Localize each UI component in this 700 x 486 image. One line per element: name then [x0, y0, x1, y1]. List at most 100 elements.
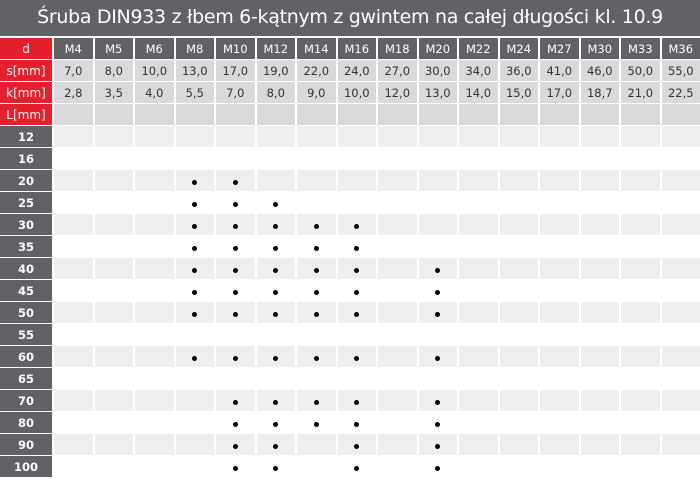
availability-cell	[256, 390, 295, 411]
available-dot-icon	[313, 421, 319, 427]
s-value: 27,0	[378, 60, 417, 81]
available-dot-icon	[192, 355, 198, 361]
available-dot-icon	[192, 179, 198, 185]
availability-cell	[580, 192, 619, 213]
availability-cell	[540, 390, 579, 411]
empty-cell	[256, 104, 295, 125]
s-value: 30,0	[418, 60, 457, 81]
availability-cell	[216, 192, 255, 213]
availability-cell	[418, 324, 457, 345]
availability-cell	[540, 192, 579, 213]
available-dot-icon	[354, 465, 360, 471]
length-label: 35	[0, 236, 52, 257]
availability-cell	[297, 302, 336, 323]
availability-cell	[337, 390, 376, 411]
available-dot-icon	[313, 355, 319, 361]
k-value: 7,0	[216, 82, 255, 103]
availability-cell	[216, 346, 255, 367]
available-dot-icon	[273, 289, 279, 295]
length-row: 90	[0, 434, 700, 455]
availability-cell	[337, 346, 376, 367]
available-dot-icon	[435, 355, 441, 361]
available-dot-icon	[232, 311, 238, 317]
availability-cell	[175, 302, 214, 323]
availability-cell	[256, 192, 295, 213]
availability-cell	[661, 346, 700, 367]
availability-cell	[459, 280, 498, 301]
length-label: 70	[0, 390, 52, 411]
availability-cell	[256, 346, 295, 367]
available-dot-icon	[313, 311, 319, 317]
length-row: 65	[0, 368, 700, 389]
availability-cell	[94, 346, 133, 367]
availability-cell	[135, 192, 174, 213]
size-header: M22	[459, 38, 498, 59]
availability-cell	[216, 126, 255, 147]
size-header: M10	[216, 38, 255, 59]
empty-cell	[580, 104, 619, 125]
availability-cell	[256, 148, 295, 169]
availability-cell	[418, 302, 457, 323]
empty-cell	[135, 104, 174, 125]
availability-cell	[459, 346, 498, 367]
availability-cell	[580, 170, 619, 191]
k-value: 17,0	[540, 82, 579, 103]
availability-cell	[661, 148, 700, 169]
availability-cell	[540, 368, 579, 389]
availability-cell	[175, 214, 214, 235]
availability-cell	[621, 412, 660, 433]
available-dot-icon	[232, 201, 238, 207]
available-dot-icon	[354, 223, 360, 229]
availability-cell	[499, 346, 538, 367]
available-dot-icon	[354, 421, 360, 427]
availability-cell	[621, 126, 660, 147]
availability-cell	[297, 148, 336, 169]
availability-cell	[256, 280, 295, 301]
availability-cell	[94, 302, 133, 323]
availability-cell	[256, 170, 295, 191]
availability-cell	[135, 368, 174, 389]
availability-cell	[54, 434, 93, 455]
availability-cell	[459, 456, 498, 477]
availability-cell	[175, 280, 214, 301]
availability-cell	[337, 214, 376, 235]
size-header: M36	[661, 38, 700, 59]
availability-cell	[337, 258, 376, 279]
s-value: 13,0	[175, 60, 214, 81]
availability-cell	[54, 390, 93, 411]
availability-cell	[135, 148, 174, 169]
availability-cell	[661, 214, 700, 235]
available-dot-icon	[192, 311, 198, 317]
availability-cell	[499, 324, 538, 345]
availability-cell	[418, 412, 457, 433]
available-dot-icon	[313, 267, 319, 273]
availability-cell	[175, 126, 214, 147]
availability-cell	[499, 214, 538, 235]
k-value: 22,5	[661, 82, 700, 103]
length-row: 60	[0, 346, 700, 367]
availability-cell	[540, 126, 579, 147]
availability-cell	[540, 214, 579, 235]
availability-cell	[418, 236, 457, 257]
availability-cell	[94, 324, 133, 345]
availability-cell	[459, 390, 498, 411]
availability-cell	[94, 192, 133, 213]
size-header: M33	[621, 38, 660, 59]
available-dot-icon	[435, 465, 441, 471]
availability-cell	[135, 214, 174, 235]
available-dot-icon	[273, 355, 279, 361]
availability-cell	[297, 126, 336, 147]
availability-cell	[459, 148, 498, 169]
available-dot-icon	[313, 245, 319, 251]
availability-cell	[216, 324, 255, 345]
availability-cell	[297, 214, 336, 235]
empty-cell	[216, 104, 255, 125]
availability-cell	[337, 412, 376, 433]
availability-cell	[378, 302, 417, 323]
header-row-d: d M4 M5 M6 M8 M10 M12 M14 M16 M18 M20 M22 M24 M27 M30 M…	[0, 38, 700, 59]
k-value: 18,7	[580, 82, 619, 103]
availability-cell	[337, 302, 376, 323]
availability-cell	[499, 126, 538, 147]
availability-cell	[540, 324, 579, 345]
k-value: 13,0	[418, 82, 457, 103]
